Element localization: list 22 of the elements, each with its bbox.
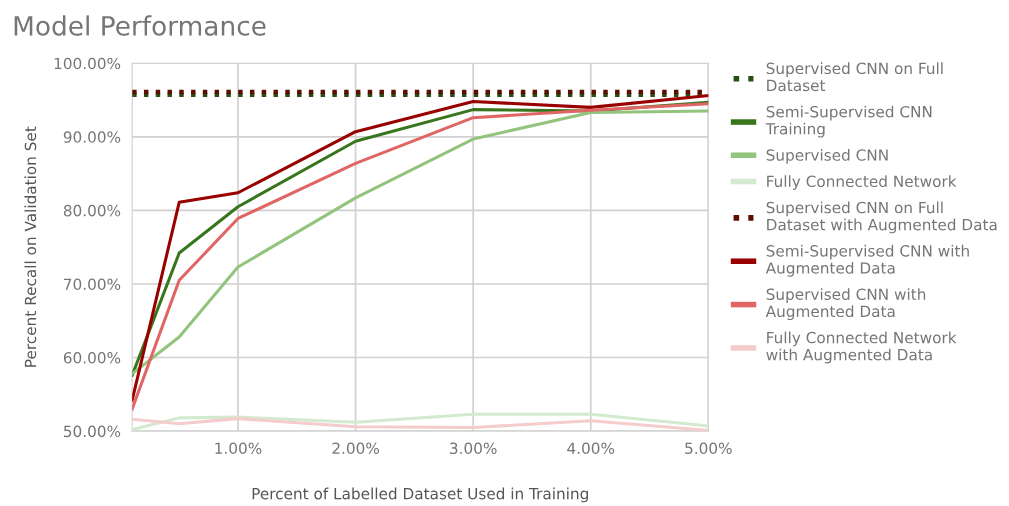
y-tick-label: 50.00% bbox=[63, 425, 121, 438]
x-tick-label: 3.00% bbox=[450, 442, 497, 455]
legend-label: Semi-Supervised CNN Training bbox=[765, 105, 932, 138]
x-tick-label: 4.00% bbox=[567, 442, 615, 455]
y-tick-label: 90.00% bbox=[63, 131, 121, 143]
y-tick-label: 60.00% bbox=[63, 352, 121, 364]
legend-label: Supervised CNN on Full Dataset bbox=[766, 62, 943, 92]
chart-title: Model Performance bbox=[14, 15, 266, 36]
y-tick-label: 70.00% bbox=[64, 278, 121, 290]
y-tick-label: 80.00% bbox=[63, 204, 121, 217]
x-tick-label: 2.00% bbox=[332, 442, 379, 455]
y-tick-label: 100.00% bbox=[54, 57, 121, 70]
legend-label: Supervised CNN bbox=[766, 148, 888, 164]
legend-label: Semi-Supervised CNN with Augmented Data bbox=[765, 244, 969, 277]
x-tick-label: 5.00% bbox=[685, 442, 732, 455]
legend-label: Fully Connected Network bbox=[767, 175, 957, 191]
legend-label: Supervised CNN with Augmented Data bbox=[765, 288, 926, 321]
y-axis-title: Percent Recall on Validation Set bbox=[24, 126, 37, 367]
x-axis-title: Percent of Labelled Dataset Used in Training bbox=[252, 487, 588, 503]
x-tick-label: 1.00% bbox=[215, 442, 262, 455]
legend-label: Fully Connected Network with Augmented Data bbox=[766, 331, 957, 364]
legend-label: Supervised CNN on Full Dataset with Augmented Data bbox=[766, 201, 997, 234]
